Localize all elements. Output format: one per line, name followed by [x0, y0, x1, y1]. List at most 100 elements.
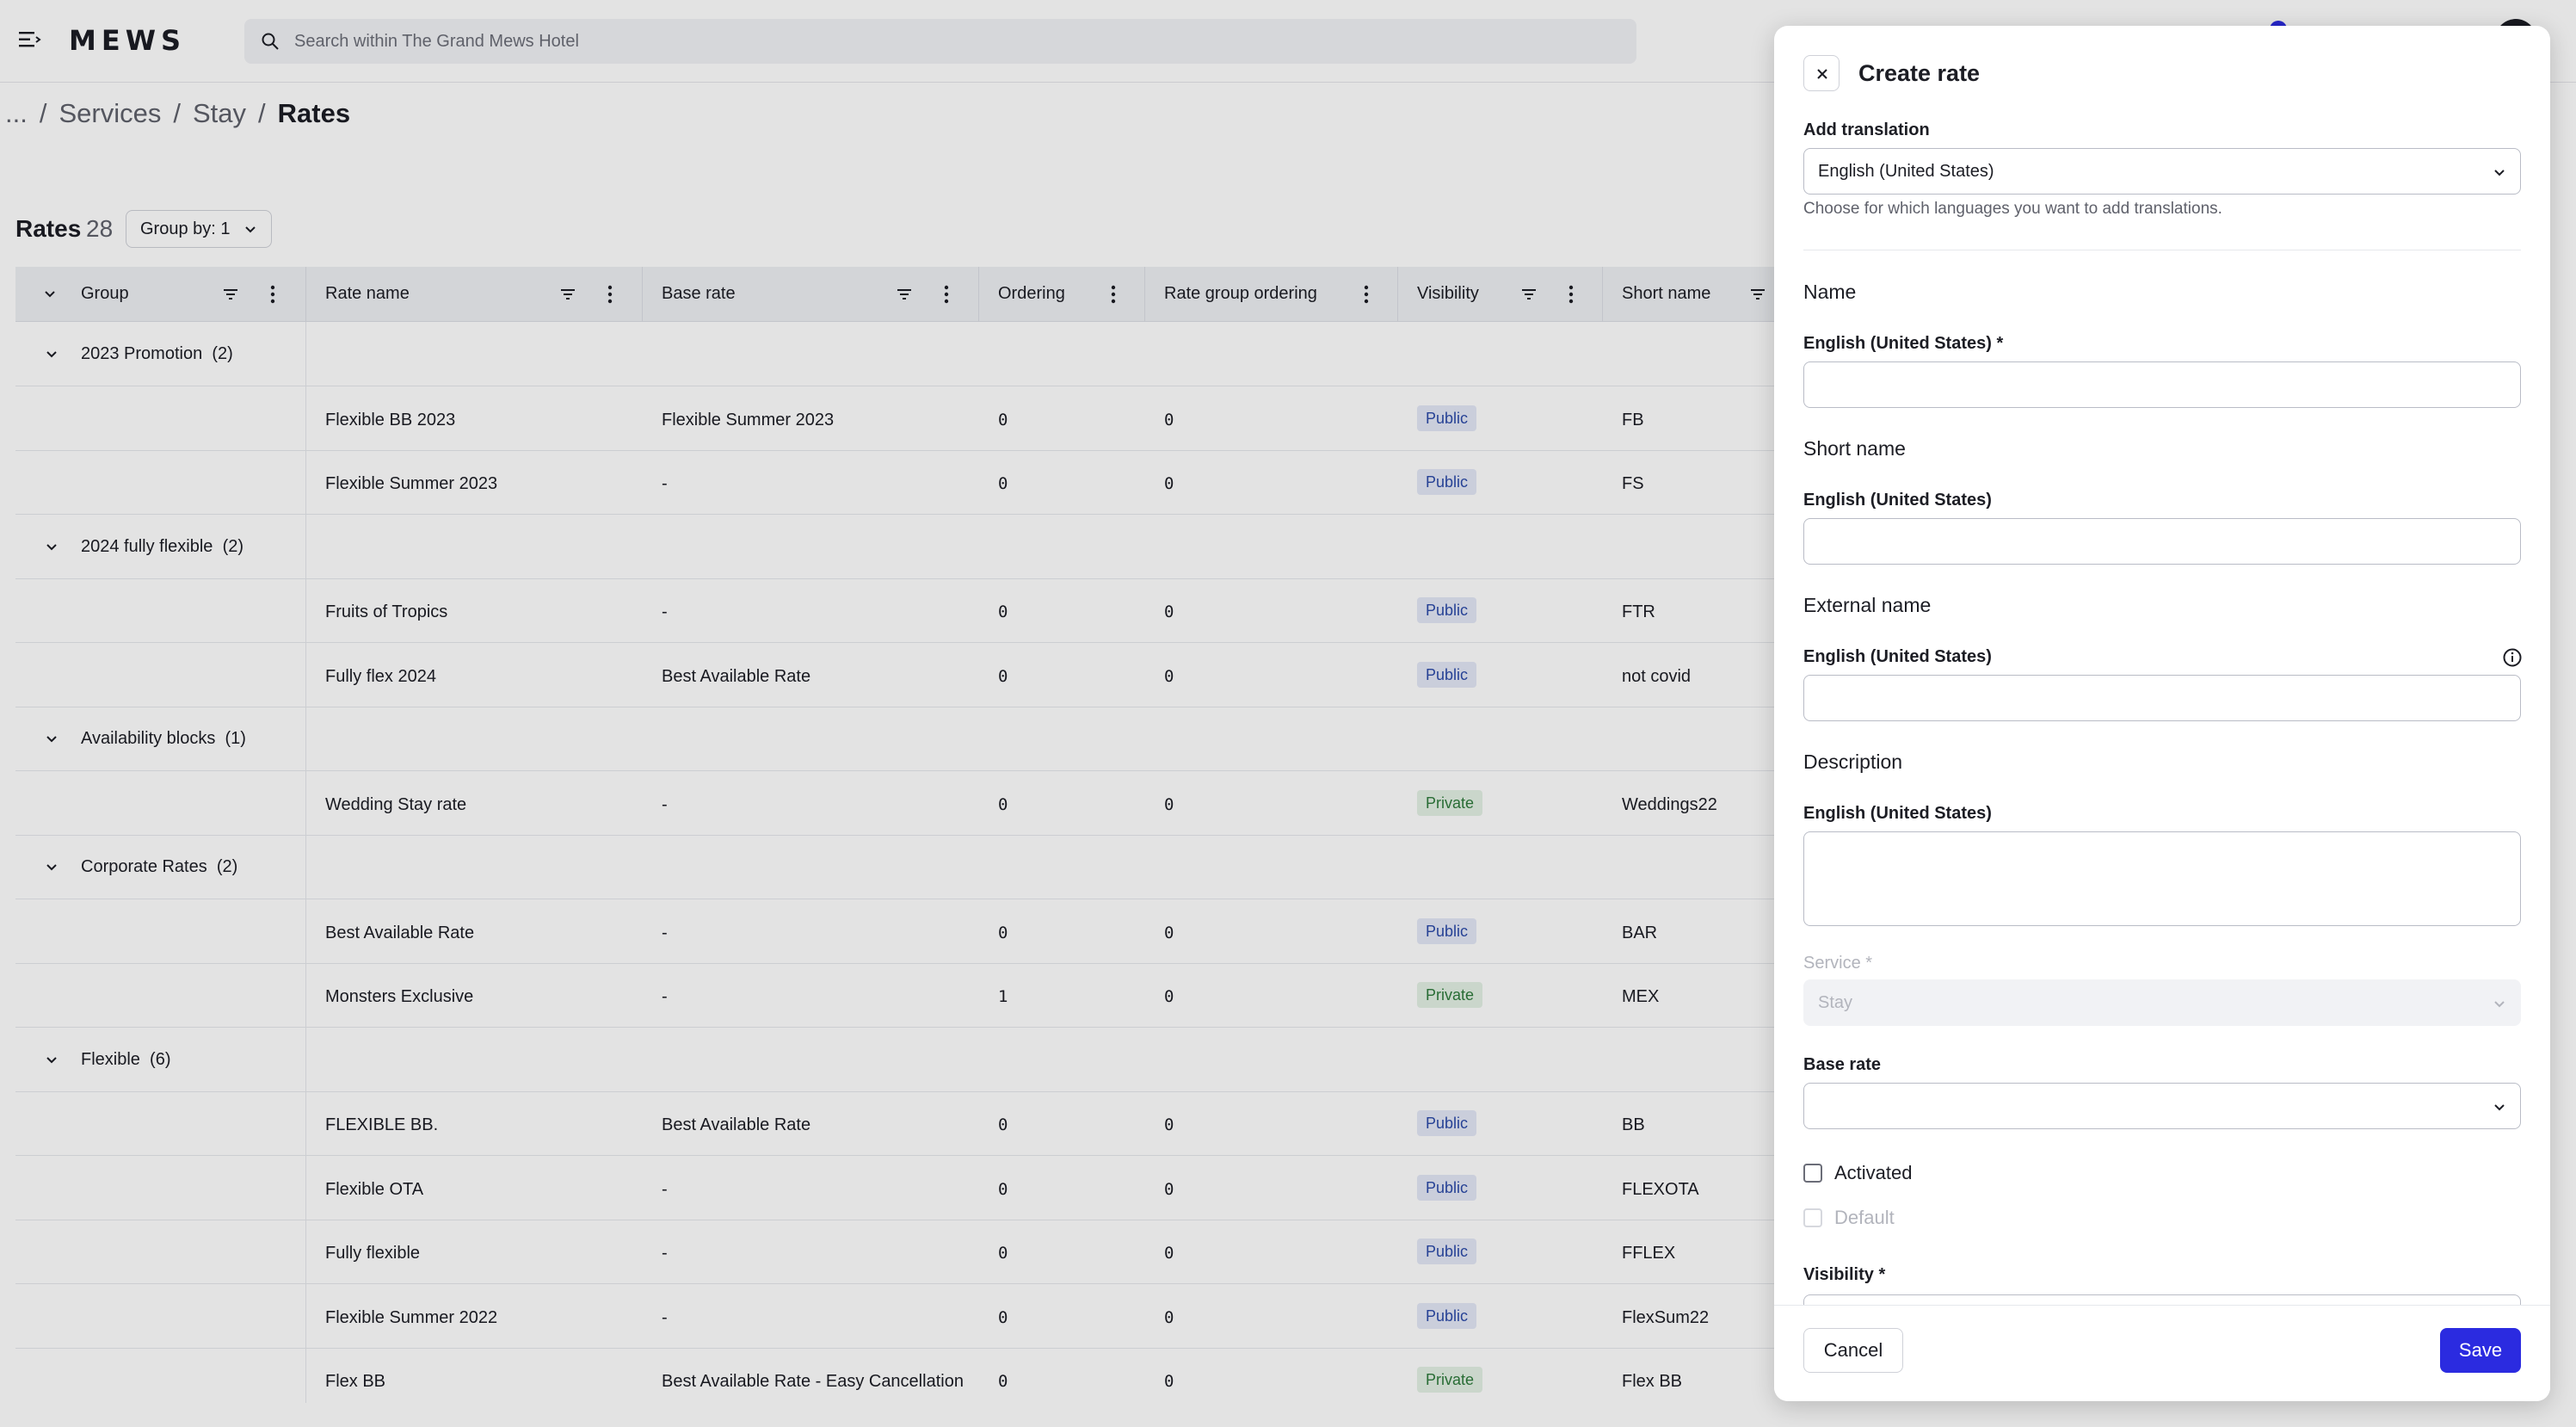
rate-name-cell[interactable]: Flexible BB 2023	[325, 410, 456, 429]
breadcrumb-stay[interactable]: Stay	[192, 98, 246, 128]
external-name-section-title: External name	[1803, 594, 1932, 616]
group-row[interactable]: 2024 fully flexible (2)	[15, 514, 1831, 579]
table-row[interactable]: Flex BB Best Available Rate - Easy Cancel…	[15, 1348, 1831, 1403]
close-button[interactable]	[1803, 55, 1840, 91]
group-count: (2)	[212, 344, 233, 363]
short-name-cell: Flex BB	[1622, 1372, 1683, 1391]
external-name-input[interactable]	[1803, 675, 2521, 721]
chevron-down-icon[interactable]	[45, 1053, 59, 1067]
group-cell	[15, 1283, 306, 1349]
table-row[interactable]: Flexible BB 2023 Flexible Summer 2023 0 0 Pu…	[15, 386, 1831, 451]
group-cell: 2023 Promotion (2)	[15, 322, 306, 386]
group-by-button[interactable]: Group by: 1	[126, 210, 272, 248]
col-group[interactable]: Group	[15, 267, 306, 322]
table-row[interactable]: Flexible Summer 2023 - 0 0 Public FS	[15, 450, 1831, 515]
visibility-badge: Public	[1417, 1174, 1477, 1201]
col-label: Short name	[1622, 284, 1711, 303]
rate-name-cell[interactable]: Wedding Stay rate	[325, 794, 467, 814]
rate-group-ordering-cell: 0	[1164, 410, 1174, 429]
col-rate-group-ordering[interactable]: Rate group ordering	[1145, 267, 1398, 322]
cancel-button[interactable]: Cancel	[1803, 1328, 1903, 1373]
table-row[interactable]: Flexible OTA - 0 0 Public FLEXOTA	[15, 1155, 1831, 1220]
short-name-input[interactable]	[1803, 518, 2521, 565]
rate-name-cell[interactable]: FLEXIBLE BB.	[325, 1115, 439, 1134]
visibility-badge: Public	[1417, 1110, 1477, 1136]
breadcrumb-ellipsis[interactable]: ...	[5, 98, 28, 128]
group-cell	[15, 1155, 306, 1220]
group-cell	[15, 578, 306, 643]
col-base-rate[interactable]: Base rate	[643, 267, 979, 322]
add-translation-label: Add translation	[1803, 120, 1930, 139]
chevron-down-icon[interactable]	[45, 861, 59, 874]
close-icon	[1817, 69, 1827, 79]
chevron-down-icon	[2494, 1104, 2505, 1111]
filter-icon[interactable]	[1749, 286, 1766, 303]
kebab-menu-icon[interactable]	[270, 284, 275, 305]
group-row[interactable]: Availability blocks (1)	[15, 707, 1831, 771]
col-rate-name[interactable]: Rate name	[306, 267, 643, 322]
rate-name-cell[interactable]: Flexible Summer 2023	[325, 474, 498, 493]
col-ordering[interactable]: Ordering	[979, 267, 1145, 322]
kebab-menu-icon[interactable]	[1364, 284, 1369, 305]
table-row[interactable]: Fruits of Tropics - 0 0 Public FTR	[15, 578, 1831, 643]
group-row[interactable]: Flexible (6)	[15, 1027, 1831, 1092]
filter-icon[interactable]	[559, 286, 576, 303]
col-visibility[interactable]: Visibility	[1398, 267, 1603, 322]
save-button[interactable]: Save	[2440, 1328, 2521, 1373]
rate-name-cell[interactable]: Flex BB	[325, 1372, 386, 1391]
rate-group-ordering-cell: 0	[1164, 1372, 1174, 1391]
activated-label: Activated	[1834, 1162, 1913, 1183]
short-name-cell: FS	[1622, 474, 1644, 493]
col-short-name[interactable]: Short name	[1603, 267, 1831, 322]
table-row[interactable]: Wedding Stay rate - 0 0 Private Weddings22	[15, 770, 1831, 836]
menu-icon[interactable]	[17, 28, 41, 52]
chevron-down-icon[interactable]	[45, 732, 59, 746]
rate-name-cell[interactable]: Fully flex 2024	[325, 666, 436, 686]
short-name-cell: BB	[1622, 1115, 1645, 1134]
rate-name-cell[interactable]: Monsters Exclusive	[325, 987, 474, 1006]
table-row[interactable]: FLEXIBLE BB. Best Available Rate 0 0 Public B…	[15, 1091, 1831, 1156]
search-input[interactable]: Search within The Grand Mews Hotel	[244, 19, 1636, 64]
rate-name-cell[interactable]: Best Available Rate	[325, 923, 475, 942]
filter-icon[interactable]	[1520, 286, 1538, 303]
base-rate-cell: -	[662, 602, 668, 621]
group-cell: Flexible (6)	[15, 1027, 306, 1092]
breadcrumb-services[interactable]: Services	[59, 98, 162, 128]
table-row[interactable]: Fully flexible - 0 0 Public FFLEX	[15, 1220, 1831, 1284]
chevron-down-icon[interactable]	[43, 287, 57, 301]
page-title: Rates	[15, 215, 82, 242]
breadcrumb-current: Rates	[277, 98, 351, 128]
add-translation-select[interactable]: English (United States)	[1803, 148, 2521, 195]
table-row[interactable]: Fully flex 2024 Best Available Rate 0 0 Publ…	[15, 642, 1831, 707]
rate-name-cell[interactable]: Fruits of Tropics	[325, 602, 448, 621]
table-row[interactable]: Flexible Summer 2022 - 0 0 Public FlexSum22	[15, 1283, 1831, 1349]
group-row[interactable]: 2023 Promotion (2)	[15, 322, 1831, 386]
base-rate-select[interactable]	[1803, 1083, 2521, 1129]
table-row[interactable]: Best Available Rate - 0 0 Public BAR	[15, 899, 1831, 964]
info-icon[interactable]	[2502, 647, 2523, 668]
name-input[interactable]	[1803, 361, 2521, 408]
filter-icon[interactable]	[222, 286, 239, 303]
kebab-menu-icon[interactable]	[944, 284, 949, 305]
activated-checkbox[interactable]	[1803, 1164, 1822, 1183]
rate-name-cell[interactable]: Flexible Summer 2022	[325, 1307, 498, 1327]
visibility-badge: Private	[1417, 1367, 1483, 1393]
table-row[interactable]: Monsters Exclusive - 1 0 Private MEX	[15, 963, 1831, 1028]
group-row[interactable]: Corporate Rates (2)	[15, 835, 1831, 899]
group-name: 2023 Promotion	[81, 344, 203, 363]
mews-logo[interactable]: MEWS	[69, 24, 187, 57]
chevron-down-icon[interactable]	[45, 541, 59, 554]
description-textarea[interactable]	[1803, 831, 2521, 926]
group-cell	[15, 1348, 306, 1403]
kebab-menu-icon[interactable]	[1568, 284, 1574, 305]
rate-name-cell[interactable]: Fully flexible	[325, 1244, 421, 1263]
visibility-badge: Public	[1417, 1302, 1477, 1329]
col-label: Ordering	[998, 284, 1065, 303]
chevron-down-icon[interactable]	[45, 348, 59, 361]
kebab-menu-icon[interactable]	[1111, 284, 1116, 305]
short-name-section-title: Short name	[1803, 437, 1906, 460]
group-name: Flexible	[81, 1049, 140, 1069]
rate-name-cell[interactable]: Flexible OTA	[325, 1179, 424, 1199]
filter-icon[interactable]	[896, 286, 913, 303]
kebab-menu-icon[interactable]	[607, 284, 613, 305]
